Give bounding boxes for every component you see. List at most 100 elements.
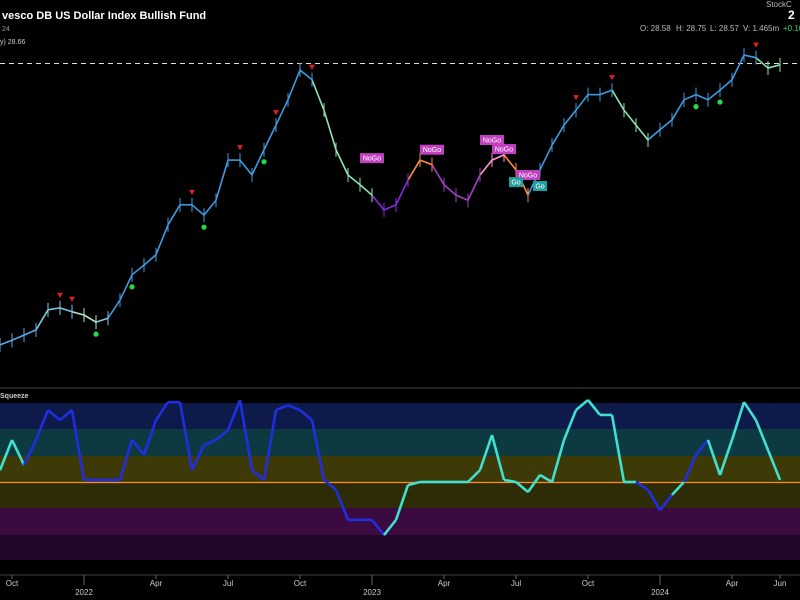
line-segment bbox=[551, 124, 565, 146]
line-segment bbox=[155, 224, 169, 256]
signal-down bbox=[69, 296, 75, 302]
line-segment bbox=[550, 439, 566, 483]
line-segment bbox=[719, 79, 733, 91]
line-segment bbox=[143, 254, 157, 266]
line-segment bbox=[131, 264, 145, 276]
line-segment bbox=[383, 204, 397, 211]
signal-down bbox=[309, 64, 315, 70]
line-segment bbox=[539, 473, 553, 484]
band bbox=[0, 456, 800, 482]
line-segment bbox=[575, 399, 589, 412]
line-segment bbox=[130, 439, 146, 456]
line-segment bbox=[334, 489, 350, 521]
line-segment bbox=[118, 439, 134, 481]
annotation-box bbox=[533, 181, 547, 192]
line-segment bbox=[262, 409, 278, 481]
ohlc-low: L: 28.57 bbox=[710, 24, 739, 33]
line-segment bbox=[707, 89, 721, 101]
line-segment bbox=[311, 79, 325, 111]
line-segment bbox=[490, 434, 506, 481]
x-tick-label: Oct bbox=[294, 579, 307, 588]
line-segment bbox=[647, 129, 661, 141]
signal-up bbox=[129, 284, 135, 290]
line-segment bbox=[107, 299, 121, 319]
title: vesco DB US Dollar Index Bullish Fund bbox=[2, 10, 206, 22]
line-segment bbox=[539, 144, 553, 171]
line-segment bbox=[407, 159, 421, 181]
signal-up bbox=[261, 159, 267, 165]
line-segment bbox=[310, 419, 326, 481]
x-tick-label: Jul bbox=[223, 579, 233, 588]
line-segment bbox=[694, 439, 710, 456]
squeeze-bands bbox=[0, 403, 800, 560]
year-label: 2023 bbox=[363, 588, 381, 597]
line-segment bbox=[683, 93, 697, 101]
annotation-label: Go bbox=[511, 179, 520, 186]
line-segment bbox=[83, 314, 97, 323]
annotation-label: NoGo bbox=[363, 155, 381, 162]
line-segment bbox=[623, 109, 637, 126]
line-segment bbox=[599, 89, 613, 96]
line-segment bbox=[370, 519, 386, 536]
annotation-box bbox=[480, 135, 504, 145]
line-segment bbox=[167, 204, 181, 226]
line-segment bbox=[0, 339, 13, 346]
line-segment bbox=[203, 438, 217, 447]
band bbox=[0, 508, 800, 535]
line-segment bbox=[215, 159, 229, 201]
signal-down bbox=[753, 42, 759, 48]
x-tick-label: Oct bbox=[6, 579, 19, 588]
line-segment bbox=[467, 174, 481, 201]
line-segment bbox=[586, 399, 602, 416]
line-segment bbox=[682, 454, 698, 483]
line-segment bbox=[611, 89, 625, 111]
signal-down bbox=[609, 75, 615, 81]
x-tick-label: Jun bbox=[774, 579, 787, 588]
signal-down bbox=[189, 189, 195, 195]
annotation-label: NoGo bbox=[495, 146, 513, 153]
line-segment bbox=[59, 307, 73, 313]
annotation-box bbox=[420, 144, 444, 155]
line-segment bbox=[646, 489, 662, 511]
line-segment bbox=[467, 469, 481, 483]
annotation-label: Go bbox=[535, 183, 544, 190]
line-segment bbox=[635, 480, 649, 492]
line-segment bbox=[671, 99, 685, 121]
line-segment bbox=[455, 194, 469, 202]
line-segment bbox=[635, 124, 649, 141]
line-segment bbox=[275, 403, 289, 412]
line-segment bbox=[695, 93, 709, 101]
signal-up bbox=[201, 224, 207, 230]
line-segment bbox=[71, 310, 85, 316]
line-segment bbox=[10, 439, 26, 466]
line-segment bbox=[347, 174, 361, 186]
source: StockC bbox=[766, 0, 792, 9]
year-label: 2022 bbox=[75, 588, 93, 597]
ohlc-high: H: 28.75 bbox=[676, 24, 707, 33]
annotation-box bbox=[360, 153, 384, 164]
line-segment bbox=[394, 484, 410, 521]
signal-down bbox=[273, 110, 279, 116]
year-label: 2024 bbox=[651, 588, 669, 597]
signal-up bbox=[717, 99, 723, 105]
line-segment bbox=[70, 409, 86, 481]
line-segment bbox=[22, 439, 38, 466]
line-segment bbox=[706, 439, 722, 476]
line-segment bbox=[47, 307, 61, 311]
ohlc-change: +0.10 bbox=[783, 24, 800, 33]
line-segment bbox=[35, 309, 49, 331]
line-segment bbox=[754, 419, 770, 451]
line-segment bbox=[335, 149, 349, 176]
ohlc-volume: V: 1.465m bbox=[743, 24, 780, 33]
x-tick-label: Apr bbox=[150, 579, 163, 588]
signal-down bbox=[573, 95, 579, 101]
line-segment bbox=[515, 480, 529, 494]
line-segment bbox=[610, 414, 626, 483]
line-segment bbox=[407, 480, 421, 487]
line-segment bbox=[419, 159, 433, 166]
line-segment bbox=[730, 401, 746, 441]
annotation-box bbox=[509, 177, 523, 188]
line-segment bbox=[203, 199, 217, 216]
signal-down bbox=[57, 292, 63, 298]
